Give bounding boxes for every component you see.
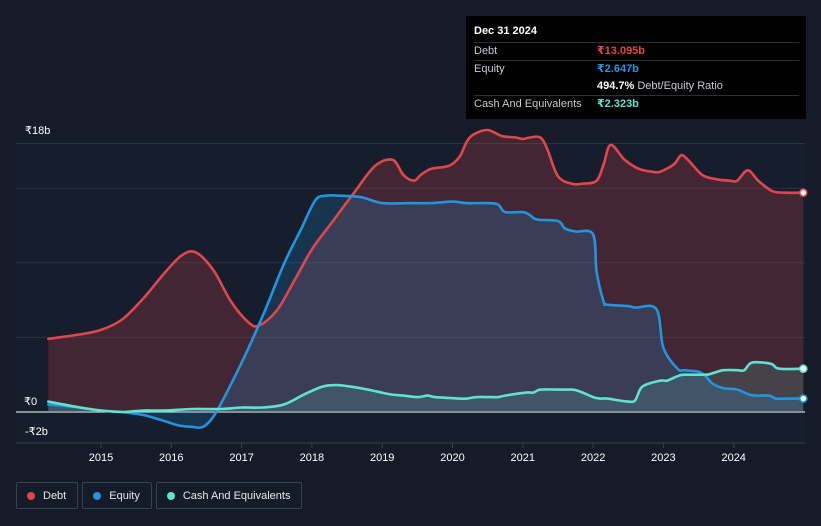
x-tick-label: 2020 <box>440 452 464 464</box>
tooltip-ratio-spacer <box>474 78 597 95</box>
tooltip-row-ratio: 494.7% Debt/Equity Ratio <box>474 78 799 95</box>
cash-end-marker <box>798 364 808 374</box>
x-tick-label: 2021 <box>511 452 535 464</box>
area-fills <box>48 129 804 428</box>
cash-dot-icon <box>166 491 175 500</box>
x-tick-label: 2023 <box>651 452 675 464</box>
tooltip-equity-value: ₹2.647b <box>597 63 639 75</box>
tooltip-date: Dec 31 2024 <box>474 25 537 37</box>
legend-debt-label: Debt <box>43 489 67 502</box>
cash-area <box>48 362 804 412</box>
tooltip-cash-value: ₹2.323b <box>597 98 639 110</box>
tooltip-debt-label: Debt <box>474 45 498 57</box>
tooltip-row-cash: Cash And Equivalents ₹2.323b <box>474 95 799 113</box>
tooltip-ratio-value: 494.7% <box>597 80 635 92</box>
legend-cash-label: Cash And Equivalents <box>182 489 291 502</box>
legend: Debt Equity Cash And Equivalents <box>16 482 306 509</box>
legend-item-cash[interactable]: Cash And Equivalents <box>155 482 303 509</box>
x-axis: 2015 2016 2017 2018 2019 2020 2021 2022 2023 2024 <box>89 443 746 464</box>
tooltip: Dec 31 2024 Debt ₹13.095b Equity ₹2.647b… <box>466 16 806 119</box>
y-tick-label-bottom: -₹2b <box>25 426 48 438</box>
x-tick-label: 2019 <box>370 452 394 464</box>
tooltip-cash-label: Cash And Equivalents <box>474 98 582 110</box>
cash-line <box>47 360 805 414</box>
tooltip-debt-value: ₹13.095b <box>597 45 646 57</box>
legend-equity-label: Equity <box>109 489 140 502</box>
equity-dot-icon <box>93 491 102 500</box>
x-tick-label: 2017 <box>229 452 253 464</box>
tooltip-row-debt: Debt ₹13.095b <box>474 42 799 60</box>
debt-area <box>48 129 804 412</box>
debt-end-marker <box>798 188 808 197</box>
legend-item-debt[interactable]: Debt <box>16 482 79 509</box>
y-tick-label-zero: ₹0 <box>24 396 37 408</box>
series-lines <box>47 128 805 430</box>
tooltip-ratio-label: Debt/Equity Ratio <box>637 80 723 92</box>
equity-area <box>48 195 804 428</box>
x-tick-label: 2022 <box>581 452 605 464</box>
tooltip-equity-label: Equity <box>474 63 505 75</box>
legend-item-equity[interactable]: Equity <box>82 482 152 509</box>
x-tick-label: 2024 <box>721 452 745 464</box>
equity-end-marker <box>798 394 808 403</box>
debt-line <box>47 128 805 341</box>
x-tick-label: 2018 <box>300 452 324 464</box>
end-markers <box>798 188 808 403</box>
equity-line <box>47 193 805 430</box>
debt-dot-icon <box>27 491 35 500</box>
x-tick-label: 2015 <box>89 452 113 464</box>
y-tick-label-top: ₹18b <box>25 125 50 137</box>
x-tick-label: 2016 <box>159 452 183 464</box>
tooltip-row-equity: Equity ₹2.647b <box>474 60 799 78</box>
